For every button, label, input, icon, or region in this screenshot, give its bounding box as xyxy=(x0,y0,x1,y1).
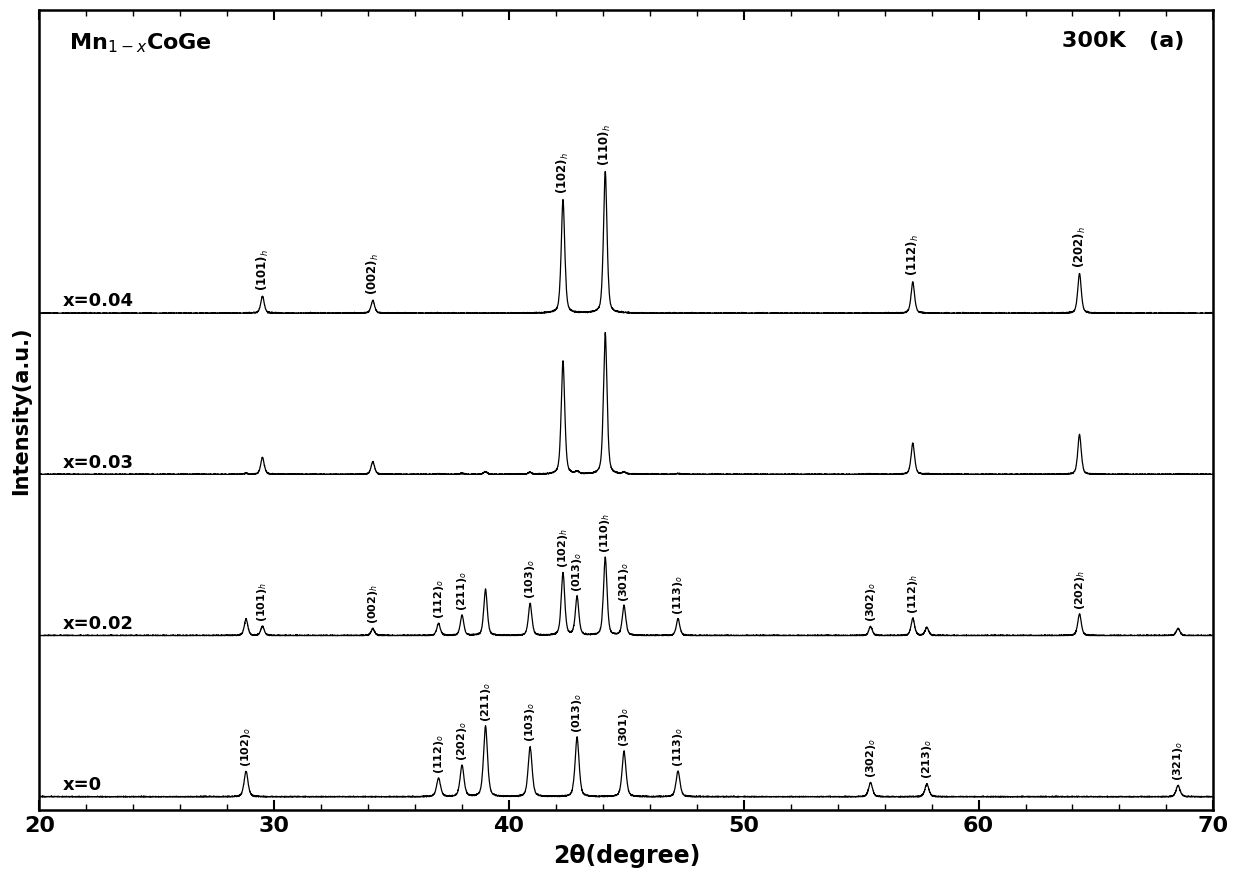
Text: (013)$_o$: (013)$_o$ xyxy=(570,692,584,731)
Text: (101)$_h$: (101)$_h$ xyxy=(255,581,269,621)
Text: (101)$_h$: (101)$_h$ xyxy=(254,248,270,291)
Text: (202)$_o$: (202)$_o$ xyxy=(455,720,469,760)
Text: (211)$_o$: (211)$_o$ xyxy=(455,570,469,610)
Text: x=0: x=0 xyxy=(63,775,102,793)
Text: (301)$_o$: (301)$_o$ xyxy=(618,561,631,601)
Text: (302)$_o$: (302)$_o$ xyxy=(863,738,878,777)
Text: (002)$_h$: (002)$_h$ xyxy=(365,253,381,295)
Text: (202)$_h$: (202)$_h$ xyxy=(1073,569,1086,609)
Text: (213)$_o$: (213)$_o$ xyxy=(920,738,934,779)
Text: (321)$_o$: (321)$_o$ xyxy=(1171,740,1185,781)
Y-axis label: Intensity(a.u.): Intensity(a.u.) xyxy=(11,327,31,494)
Text: (112)$_o$: (112)$_o$ xyxy=(432,579,445,618)
Text: (002)$_h$: (002)$_h$ xyxy=(366,584,379,623)
Text: (102)$_o$: (102)$_o$ xyxy=(239,727,253,766)
Text: (301)$_o$: (301)$_o$ xyxy=(618,707,631,746)
Text: (110)$_h$: (110)$_h$ xyxy=(598,513,613,552)
Text: (112)$_o$: (112)$_o$ xyxy=(432,734,445,774)
Text: (013)$_o$: (013)$_o$ xyxy=(570,551,584,592)
Text: (112)$_h$: (112)$_h$ xyxy=(905,573,920,614)
Text: x=0.04: x=0.04 xyxy=(63,292,134,310)
Text: 300K   (a): 300K (a) xyxy=(1061,31,1184,51)
Text: x=0.03: x=0.03 xyxy=(63,453,134,471)
Text: (102)$_h$: (102)$_h$ xyxy=(556,152,572,194)
Text: (211)$_o$: (211)$_o$ xyxy=(479,681,492,721)
Text: (113)$_o$: (113)$_o$ xyxy=(671,575,684,615)
Text: (113)$_o$: (113)$_o$ xyxy=(671,726,684,766)
Text: (103)$_o$: (103)$_o$ xyxy=(523,558,537,599)
Text: (202)$_h$: (202)$_h$ xyxy=(1071,226,1087,268)
Text: (302)$_o$: (302)$_o$ xyxy=(863,581,878,622)
Text: x=0.02: x=0.02 xyxy=(63,614,134,632)
Text: (112)$_h$: (112)$_h$ xyxy=(905,234,921,276)
Text: (102)$_h$: (102)$_h$ xyxy=(556,528,570,567)
Text: (103)$_o$: (103)$_o$ xyxy=(523,702,537,742)
Text: (110)$_h$: (110)$_h$ xyxy=(598,124,614,166)
X-axis label: 2θ(degree): 2θ(degree) xyxy=(553,843,701,867)
Text: Mn$_{1-x}$CoGe: Mn$_{1-x}$CoGe xyxy=(68,31,212,54)
